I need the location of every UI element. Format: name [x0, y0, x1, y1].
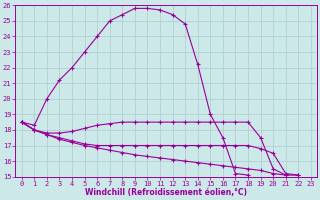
X-axis label: Windchill (Refroidissement éolien,°C): Windchill (Refroidissement éolien,°C)	[85, 188, 247, 197]
